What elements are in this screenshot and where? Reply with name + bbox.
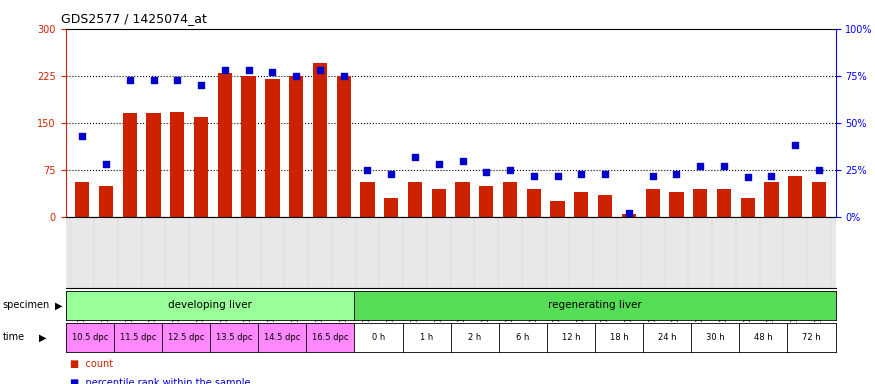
- Point: [408, 154, 422, 160]
- Point: [218, 67, 232, 73]
- Text: 11.5 dpc: 11.5 dpc: [120, 333, 156, 342]
- Point: [812, 167, 826, 173]
- Point: [550, 172, 564, 179]
- Point: [289, 73, 303, 79]
- Text: 30 h: 30 h: [706, 333, 724, 342]
- Point: [765, 172, 779, 179]
- Point: [456, 157, 470, 164]
- Text: 1 h: 1 h: [420, 333, 433, 342]
- Bar: [312, 63, 327, 217]
- Bar: [717, 189, 731, 217]
- Bar: [265, 79, 279, 217]
- Point: [360, 167, 374, 173]
- Point: [313, 67, 327, 73]
- Text: 16.5 dpc: 16.5 dpc: [312, 333, 348, 342]
- Bar: [598, 195, 612, 217]
- Text: 24 h: 24 h: [658, 333, 676, 342]
- Bar: [408, 182, 422, 217]
- Text: ■  percentile rank within the sample: ■ percentile rank within the sample: [70, 378, 250, 384]
- Point: [337, 73, 351, 79]
- Bar: [337, 76, 351, 217]
- Point: [646, 172, 660, 179]
- Text: 6 h: 6 h: [516, 333, 529, 342]
- Text: regenerating liver: regenerating liver: [548, 300, 642, 311]
- Text: 2 h: 2 h: [468, 333, 481, 342]
- Point: [75, 133, 89, 139]
- Text: 48 h: 48 h: [754, 333, 773, 342]
- Point: [242, 67, 256, 73]
- Bar: [194, 117, 208, 217]
- Text: time: time: [3, 332, 24, 343]
- Point: [431, 161, 445, 167]
- Point: [123, 76, 136, 83]
- Bar: [646, 189, 660, 217]
- Bar: [455, 182, 470, 217]
- Point: [622, 210, 636, 216]
- Bar: [788, 176, 802, 217]
- Point: [194, 82, 208, 88]
- Point: [527, 172, 541, 179]
- Point: [574, 170, 588, 177]
- Bar: [171, 112, 185, 217]
- Bar: [123, 114, 136, 217]
- Bar: [218, 73, 232, 217]
- Bar: [574, 192, 589, 217]
- Bar: [146, 114, 161, 217]
- Point: [598, 170, 612, 177]
- Bar: [527, 189, 541, 217]
- Point: [265, 69, 279, 75]
- Text: 18 h: 18 h: [610, 333, 628, 342]
- Point: [99, 161, 113, 167]
- Bar: [431, 189, 446, 217]
- Bar: [480, 185, 494, 217]
- Text: 14.5 dpc: 14.5 dpc: [264, 333, 300, 342]
- Text: ▶: ▶: [55, 300, 63, 311]
- Bar: [384, 198, 398, 217]
- Text: 12.5 dpc: 12.5 dpc: [168, 333, 204, 342]
- Text: 12 h: 12 h: [562, 333, 580, 342]
- Point: [480, 169, 494, 175]
- Point: [669, 170, 683, 177]
- Point: [788, 142, 802, 149]
- Bar: [622, 214, 636, 217]
- Text: specimen: specimen: [3, 300, 50, 311]
- Point: [693, 163, 707, 169]
- Bar: [289, 76, 304, 217]
- Point: [741, 174, 755, 180]
- Point: [146, 76, 160, 83]
- Text: 10.5 dpc: 10.5 dpc: [72, 333, 108, 342]
- Bar: [693, 189, 707, 217]
- Bar: [812, 182, 826, 217]
- Bar: [360, 182, 374, 217]
- Bar: [669, 192, 683, 217]
- Point: [384, 170, 398, 177]
- Text: GDS2577 / 1425074_at: GDS2577 / 1425074_at: [61, 12, 207, 25]
- Bar: [99, 185, 113, 217]
- Bar: [740, 198, 755, 217]
- Bar: [75, 182, 89, 217]
- Bar: [242, 76, 256, 217]
- Point: [171, 76, 185, 83]
- Text: developing liver: developing liver: [168, 300, 252, 311]
- Point: [503, 167, 517, 173]
- Text: 72 h: 72 h: [802, 333, 821, 342]
- Point: [717, 163, 731, 169]
- Bar: [550, 201, 564, 217]
- Text: ▶: ▶: [39, 332, 47, 343]
- Bar: [765, 182, 779, 217]
- Bar: [503, 182, 517, 217]
- Text: 0 h: 0 h: [372, 333, 385, 342]
- Text: ■  count: ■ count: [70, 359, 113, 369]
- Text: 13.5 dpc: 13.5 dpc: [216, 333, 252, 342]
